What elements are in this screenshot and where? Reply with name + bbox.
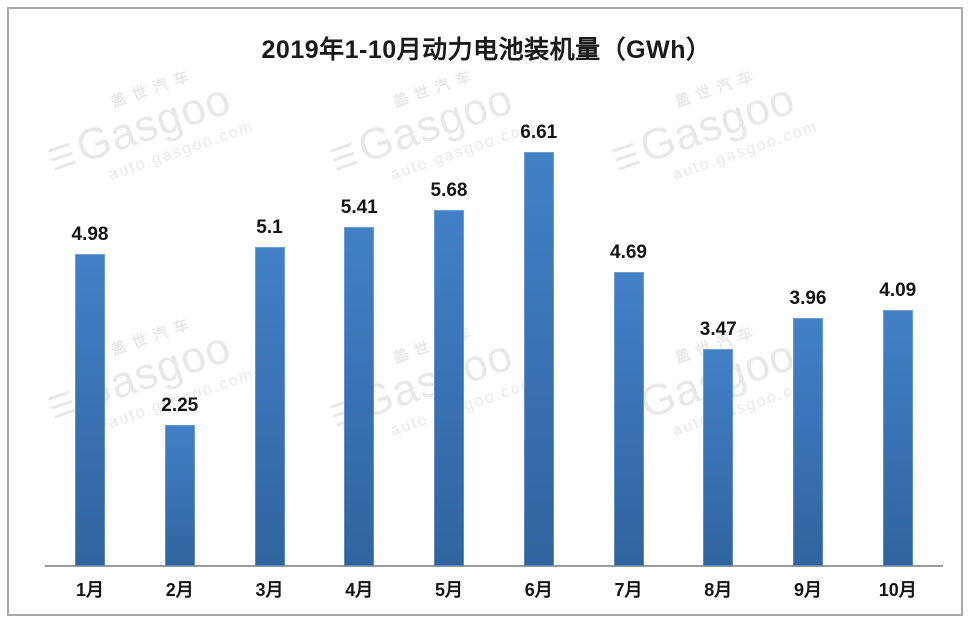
bar-value-label: 2.25	[161, 395, 199, 416]
x-axis-label: 7月	[614, 580, 643, 600]
bar	[523, 152, 554, 566]
bar-value-label: 3.47	[699, 319, 737, 340]
x-axis-label: 9月	[793, 580, 822, 600]
bar-value-label: 4.98	[71, 224, 109, 245]
bar	[164, 425, 195, 566]
bar-value-label: 4.09	[879, 280, 917, 301]
bar	[75, 254, 105, 566]
bar-value-label: 4.69	[610, 242, 647, 263]
x-axis-label: 10月	[878, 580, 917, 600]
bar-value-label: 5.1	[256, 217, 283, 238]
x-axis-label: 2月	[165, 580, 194, 600]
x-axis-label: 5月	[434, 580, 463, 600]
bar	[703, 349, 734, 566]
bar	[344, 227, 375, 566]
x-axis-label: 1月	[75, 580, 104, 600]
bar	[434, 210, 464, 566]
bar	[254, 247, 285, 566]
bar	[793, 318, 823, 566]
bar-value-label: 5.41	[340, 197, 378, 218]
chart-title: 2019年1-10月动力电池装机量（GWh）	[261, 36, 712, 64]
x-axis-label: 4月	[345, 580, 374, 600]
chart-frame	[7, 7, 963, 616]
bar	[613, 272, 644, 566]
bar-value-label: 5.68	[430, 180, 468, 201]
bar-value-label: 3.96	[789, 288, 827, 309]
x-axis-label: 8月	[704, 580, 733, 600]
x-axis-label: 3月	[255, 580, 284, 600]
x-axis-label: 6月	[524, 580, 553, 600]
bar-value-label: 6.61	[520, 122, 558, 143]
x-axis-line	[45, 565, 943, 567]
bar	[882, 310, 913, 566]
